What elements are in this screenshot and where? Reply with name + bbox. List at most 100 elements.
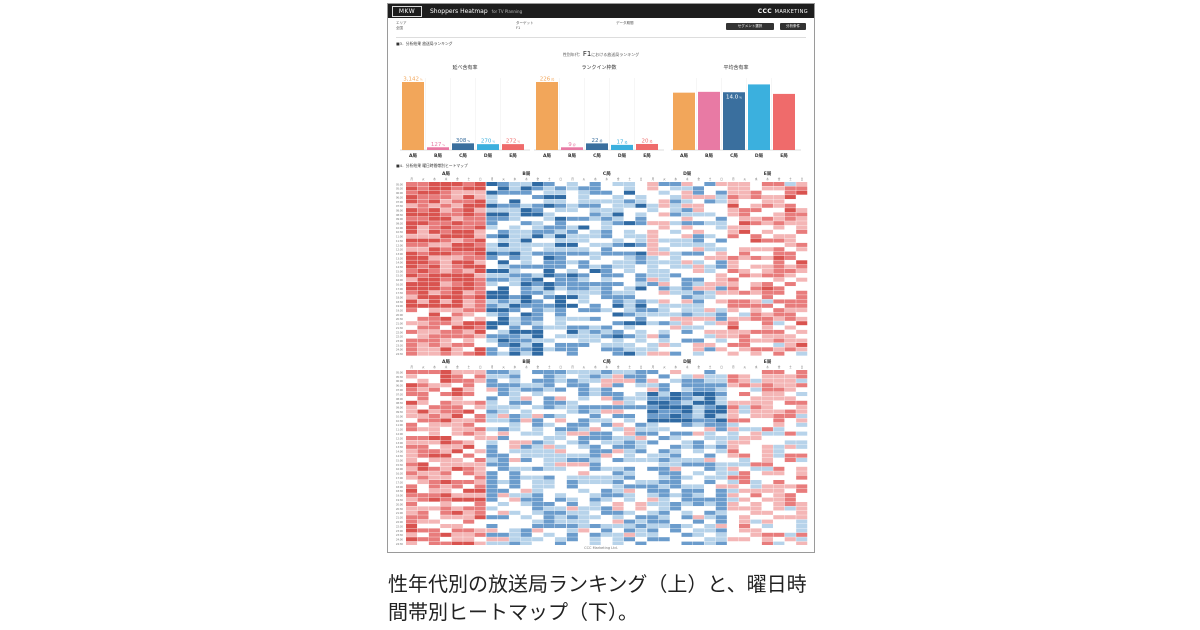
heatmap-cell: [554, 264, 567, 269]
heatmap-time-label: 08:00: [396, 209, 403, 212]
heatmap-cell: [739, 510, 751, 515]
category-label: A局: [680, 152, 688, 159]
heatmap-cell: [589, 260, 601, 265]
heatmap-cell: [554, 497, 567, 502]
heatmap-cell: [704, 453, 716, 458]
heatmap-cell: [543, 338, 555, 343]
bar-1: [536, 82, 558, 150]
heatmap-cell: [647, 203, 659, 208]
heatmap-cell: [750, 308, 762, 313]
heatmap-cell: [692, 338, 704, 343]
heatmap-cell: [497, 234, 509, 239]
segment-select-button[interactable]: セグメント選択: [726, 23, 774, 30]
heatmap-cell: [670, 234, 682, 239]
heatmap-cell: [406, 182, 418, 186]
analysis-settings-button[interactable]: 分析条件: [780, 23, 806, 30]
heatmap-cell: [566, 475, 578, 480]
heatmap-cell: [761, 396, 773, 401]
heatmap-cell: [578, 303, 590, 308]
heatmap-cell: [773, 277, 785, 282]
heatmap-cell: [578, 524, 590, 529]
heatmap-cell: [428, 316, 440, 321]
heatmap-cell: [566, 532, 578, 537]
heatmap-cell: [796, 329, 808, 334]
heatmap-cell: [566, 506, 578, 511]
heatmap-cell: [428, 497, 440, 502]
heatmap-cell: [566, 502, 578, 507]
heatmap-cell: [715, 493, 727, 498]
heatmap-cell: [554, 541, 567, 545]
heatmap-cell: [601, 449, 613, 454]
heatmap-cell: [796, 299, 808, 304]
heatmap-cell: [532, 260, 544, 265]
heatmap-cell: [474, 329, 486, 334]
heatmap-cell: [497, 216, 509, 221]
heatmap-cell: [681, 383, 693, 388]
heatmap-day-label: 木: [525, 177, 528, 181]
heatmap-cell: [601, 342, 613, 347]
heatmap-cell: [417, 440, 429, 445]
heatmap-cell: [612, 182, 624, 186]
heatmap-cell: [715, 342, 727, 347]
heatmap-cell: [692, 392, 704, 397]
heatmap-cell: [566, 308, 578, 313]
heatmap-cell: [451, 471, 463, 476]
heatmap-day-label: 日: [559, 366, 562, 369]
heatmap-cell: [623, 462, 636, 467]
heatmap-cell: [635, 422, 647, 427]
heatmap-cell: [727, 303, 739, 308]
heatmap-cell: [497, 510, 509, 515]
heatmap-cell: [670, 510, 682, 515]
heatmap-time-label: 09:00: [396, 218, 403, 221]
heatmap-cell: [428, 242, 440, 247]
heatmap-cell: [566, 273, 578, 278]
heatmap-cell: [497, 299, 509, 304]
heatmap-cell: [704, 208, 716, 213]
heatmap-cell: [554, 316, 567, 321]
heatmap-cell: [451, 418, 463, 423]
heatmap-cell: [543, 251, 555, 256]
heatmap-cell: [750, 400, 762, 405]
heatmap-cell: [554, 303, 567, 308]
heatmap-cell: [647, 338, 659, 343]
section4-title: ■4．分析結果 曜日時間帯別ヒートマップ: [396, 163, 468, 168]
heatmap-cell: [635, 286, 647, 291]
heatmap-cell: [520, 282, 532, 287]
heatmap-cell: [589, 466, 601, 471]
data-label: 20 枠: [642, 138, 653, 144]
heatmap-cell: [566, 282, 578, 287]
heatmap-cell: [635, 212, 647, 217]
heatmap-cell: [589, 199, 601, 204]
heatmap-cell: [509, 405, 521, 410]
heatmap-cell: [406, 321, 418, 326]
heatmap-cell: [509, 260, 521, 265]
heatmap-cell: [451, 286, 463, 291]
heatmap-cell: [509, 199, 521, 204]
heatmap-cell: [773, 405, 785, 410]
heatmap-cell: [451, 405, 463, 410]
heatmap-cell: [623, 312, 636, 317]
unit-label: 枠: [550, 77, 554, 82]
heatmap-cell: [566, 303, 578, 308]
heatmap-time-label: 06:30: [396, 196, 403, 199]
heatmap-cell: [612, 351, 624, 356]
heatmap-cell: [486, 221, 498, 226]
heatmap-cell: [440, 260, 452, 265]
heatmap-cell: [670, 325, 682, 330]
heatmap-cell: [486, 195, 498, 200]
heatmap-time-label: 15:00: [396, 459, 403, 462]
heatmap-cell: [796, 290, 808, 295]
heatmap-cell: [486, 392, 498, 397]
heatmap-cell: [796, 392, 808, 397]
heatmap-cell: [474, 182, 486, 186]
heatmap-cell: [554, 440, 567, 445]
heatmap-cell: [451, 251, 463, 256]
heatmap-cell: [761, 216, 773, 221]
heatmap-cell: [601, 225, 613, 230]
heatmap-cell: [658, 290, 670, 295]
heatmap-cell: [784, 400, 796, 405]
heatmap-cell: [739, 488, 751, 493]
heatmap-cell: [578, 440, 590, 445]
heatmap-cell: [658, 493, 670, 498]
heatmap-cell: [428, 190, 440, 195]
